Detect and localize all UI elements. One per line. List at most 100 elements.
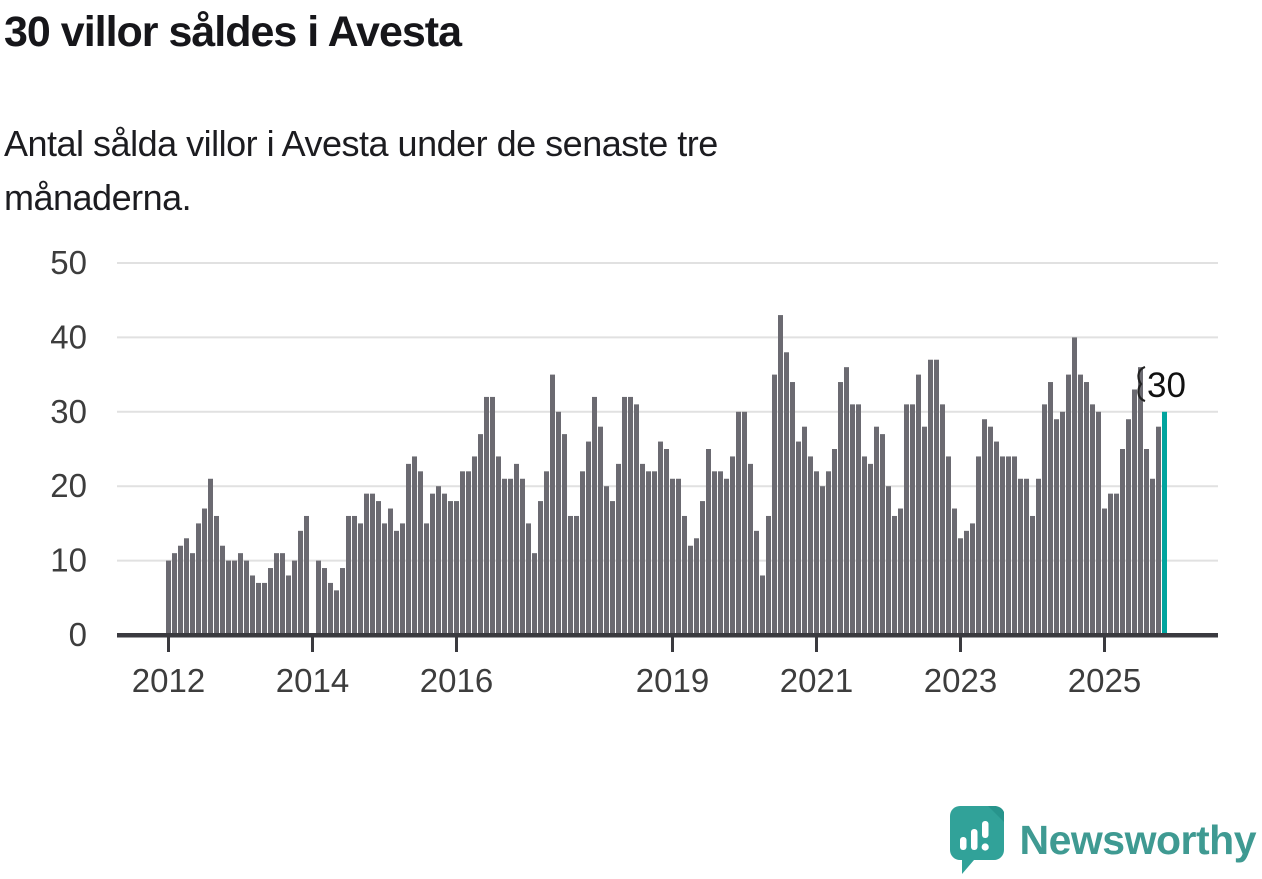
bar (838, 382, 843, 637)
bar (886, 486, 891, 637)
bar (700, 501, 705, 637)
bar (1036, 478, 1041, 637)
bar (688, 545, 693, 637)
bar (598, 426, 603, 637)
bar (730, 456, 735, 637)
bar (964, 530, 969, 637)
bar (538, 501, 543, 637)
bar (532, 553, 537, 637)
bar (226, 560, 231, 637)
x-tick-label: 2023 (924, 662, 997, 699)
bar (562, 434, 567, 637)
bar (958, 538, 963, 637)
bar (622, 396, 627, 637)
bar (274, 553, 279, 637)
bar (220, 545, 225, 637)
bar (250, 575, 255, 637)
bar (1120, 449, 1125, 637)
bar (316, 560, 321, 637)
bar (1006, 456, 1011, 637)
bar (874, 426, 879, 637)
bar (988, 426, 993, 637)
bar (292, 560, 297, 637)
chart-subtitle-line1: Antal sålda villor i Avesta under de sen… (4, 123, 718, 165)
bar (808, 456, 813, 637)
bar (208, 478, 213, 637)
bar (658, 441, 663, 637)
bar (580, 471, 585, 637)
highlight-bar (1162, 411, 1167, 637)
bar (1054, 419, 1059, 637)
bar (550, 374, 555, 637)
bar (370, 493, 375, 637)
bar (706, 449, 711, 637)
bar (388, 508, 393, 637)
bar (1126, 419, 1131, 637)
bar (976, 456, 981, 637)
bar (460, 471, 465, 637)
bar (376, 501, 381, 637)
bar (868, 463, 873, 637)
bar (232, 560, 237, 637)
bar (520, 478, 525, 637)
bar (202, 508, 207, 637)
y-tick-label: 0 (69, 616, 87, 653)
y-tick-label: 30 (50, 393, 87, 430)
bar (724, 478, 729, 637)
bar (1096, 411, 1101, 637)
bar (262, 582, 267, 637)
chart-title: 30 villor såldes i Avesta (4, 8, 462, 56)
x-tick (455, 637, 458, 652)
bar (892, 515, 897, 637)
bar (1078, 374, 1083, 637)
bar (244, 560, 249, 637)
x-tick-label: 2012 (132, 662, 205, 699)
bar (508, 478, 513, 637)
bar (466, 471, 471, 637)
bar (898, 508, 903, 637)
bar (934, 359, 939, 637)
bar (820, 486, 825, 637)
bar (340, 568, 345, 637)
bar (946, 456, 951, 637)
bar (904, 404, 909, 637)
bar (778, 315, 783, 637)
y-tick-label: 10 (50, 542, 87, 579)
bar (970, 523, 975, 637)
bar (1138, 367, 1143, 637)
bar (574, 515, 579, 637)
bar (568, 515, 573, 637)
chart-subtitle-line2: månaderna. (4, 177, 192, 219)
bar (736, 411, 741, 637)
bar (490, 396, 495, 637)
bar (1090, 404, 1095, 637)
bar (358, 523, 363, 637)
newsworthy-logo-text: Newsworthy (1019, 816, 1257, 863)
bar (1042, 404, 1047, 637)
bar (424, 523, 429, 637)
bar (1060, 411, 1065, 637)
value-annotation: 30 (1147, 366, 1186, 405)
bar (694, 538, 699, 637)
bar (304, 515, 309, 637)
bar (748, 463, 753, 637)
bar (916, 374, 921, 637)
bar (544, 471, 549, 637)
bar (1156, 426, 1161, 637)
bar (514, 463, 519, 637)
bar (634, 404, 639, 637)
bar (646, 471, 651, 637)
x-tick (1103, 637, 1106, 652)
x-tick-label: 2025 (1068, 662, 1141, 699)
x-tick (311, 637, 314, 652)
x-tick (671, 637, 674, 652)
bar (994, 441, 999, 637)
y-tick-label: 40 (50, 318, 87, 355)
x-tick-label: 2021 (780, 662, 853, 699)
bar (910, 404, 915, 637)
bar (772, 374, 777, 637)
bar (652, 471, 657, 637)
bar (436, 486, 441, 637)
bar (610, 501, 615, 637)
newsworthy-logo: Newsworthy (949, 806, 1257, 874)
